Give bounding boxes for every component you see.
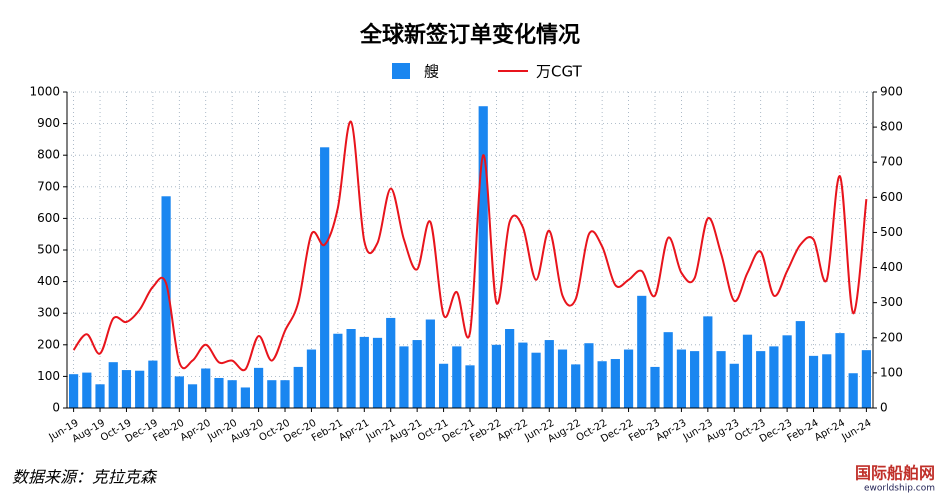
bar	[187, 384, 198, 408]
bar	[703, 316, 713, 408]
y2-tick-label: 200	[880, 330, 903, 344]
legend-label: 万CGT	[536, 63, 583, 81]
bar	[425, 319, 435, 408]
y2-tick-label: 900	[880, 85, 903, 99]
bar	[95, 384, 105, 408]
y-tick-label: 200	[37, 337, 60, 351]
y-tick-label: 400	[37, 274, 60, 288]
bar	[386, 317, 396, 408]
watermark-url: eworldship.com	[864, 484, 935, 494]
bar	[676, 349, 687, 408]
y2-tick-label: 100	[880, 365, 903, 379]
bar	[742, 334, 753, 408]
x-tick-label: Apr-21	[337, 418, 371, 444]
y-tick-label: 300	[37, 306, 60, 320]
y2-tick-label: 800	[880, 120, 903, 134]
bar	[148, 360, 158, 408]
bar	[135, 370, 145, 408]
bar	[372, 337, 383, 408]
bar	[690, 351, 700, 408]
y-tick-label: 900	[37, 116, 60, 130]
bar	[491, 344, 502, 408]
y-tick-label: 500	[37, 243, 60, 257]
bar	[623, 349, 634, 408]
y-tick-label: 1000	[29, 85, 60, 99]
bar	[584, 343, 594, 408]
watermark: 国际船舶网	[855, 464, 935, 483]
bar	[835, 333, 845, 408]
bar	[571, 364, 581, 408]
y-tick-label: 800	[37, 148, 60, 162]
bar	[399, 346, 409, 408]
y-tick-label: 600	[37, 211, 60, 225]
bar	[108, 362, 118, 408]
bar	[412, 340, 422, 408]
bar	[478, 106, 488, 408]
x-tick-label: Jun-24	[839, 418, 873, 444]
bar	[346, 329, 356, 408]
bar	[610, 359, 620, 408]
x-tick-label: Apr-22	[496, 418, 530, 444]
y-tick-label: 100	[37, 369, 60, 383]
bar	[320, 147, 330, 409]
bar	[505, 329, 515, 408]
y2-tick-label: 500	[880, 225, 903, 239]
y2-tick-label: 300	[880, 295, 903, 309]
bar	[729, 363, 739, 408]
bar	[822, 354, 832, 408]
y2-tick-label: 600	[880, 190, 903, 204]
bar	[306, 349, 317, 408]
bar	[214, 377, 224, 408]
x-tick-label: Apr-20	[179, 418, 213, 444]
bar	[795, 321, 805, 408]
y2-tick-label: 0	[880, 401, 888, 415]
chart-title: 全球新签订单变化情况	[359, 22, 580, 48]
y2-tick-label: 700	[880, 155, 903, 169]
legend-label: 艘	[424, 63, 439, 81]
bar	[452, 346, 462, 408]
bar	[597, 361, 607, 408]
bar	[438, 363, 449, 408]
bar	[174, 376, 184, 408]
bar	[201, 368, 211, 408]
bar	[861, 350, 871, 408]
bar	[716, 351, 726, 408]
bar	[280, 380, 290, 408]
bar	[333, 333, 343, 408]
bar	[161, 196, 171, 408]
bar	[769, 346, 779, 408]
bar	[359, 336, 369, 408]
bar	[848, 373, 858, 408]
line	[72, 120, 868, 372]
y2-tick-label: 400	[880, 260, 903, 274]
bar	[531, 352, 541, 408]
x-tick-label: Apr-24	[813, 418, 847, 444]
x-tick-label: Apr-23	[654, 418, 688, 444]
bar	[227, 380, 237, 408]
source-note: 数据来源：克拉克森	[12, 468, 158, 487]
bar	[267, 380, 277, 408]
bar	[82, 372, 92, 408]
bar	[465, 365, 475, 408]
bar	[650, 366, 660, 408]
bar	[293, 366, 303, 408]
bar	[518, 342, 528, 408]
bar	[782, 335, 792, 408]
bar	[69, 374, 79, 408]
bar	[808, 355, 819, 408]
bar	[663, 332, 673, 408]
legend-swatch	[392, 63, 410, 79]
bar	[121, 370, 132, 408]
y-tick-label: 700	[37, 179, 60, 193]
bar	[557, 349, 568, 408]
bar	[544, 340, 554, 408]
y-tick-label: 0	[52, 401, 60, 415]
bar	[240, 387, 250, 408]
bar	[253, 367, 264, 408]
bar	[756, 351, 766, 408]
bar	[637, 295, 647, 408]
